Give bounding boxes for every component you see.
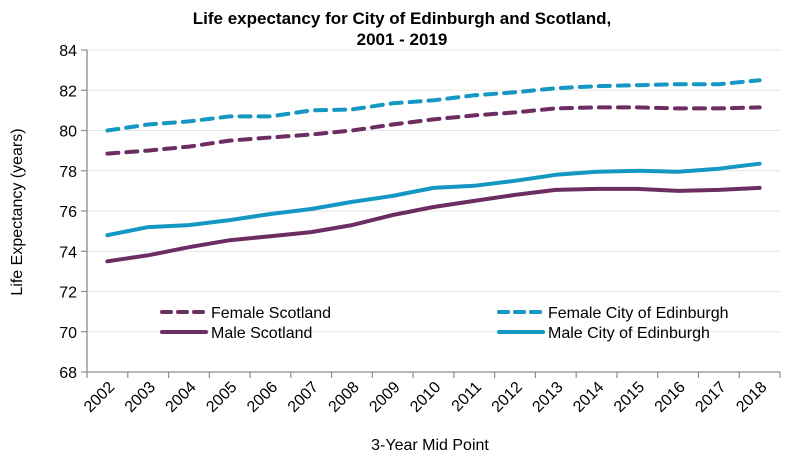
legend-item-female-city-of-edinburgh: Female City of Edinburgh (497, 305, 729, 322)
legend-label: Male Scotland (211, 325, 312, 342)
legend-item-male-city-of-edinburgh: Male City of Edinburgh (497, 325, 710, 342)
x-tick-label: 2007 (285, 379, 322, 416)
legend-label: Male City of Edinburgh (548, 325, 710, 342)
x-tick-label: 2015 (611, 379, 648, 416)
y-tick-label: 78 (59, 164, 77, 181)
x-tick-label: 2017 (692, 379, 729, 416)
series-line-female-scotland (105, 105, 762, 156)
x-tick-label: 2004 (163, 379, 200, 416)
x-tick-label: 2018 (733, 379, 770, 416)
x-tick-label: 2010 (407, 379, 444, 416)
y-axis-ticks: 68 70 72 74 76 78 80 82 84 (59, 43, 87, 382)
y-tick-label: 82 (59, 83, 77, 100)
series-line-male-city-of-edinburgh (105, 161, 762, 238)
legend: Female Scotland Female City of Edinburgh M… (160, 305, 729, 342)
x-tick-label: 2003 (122, 379, 159, 416)
chart-title: Life expectancy for City of Edinburgh an… (193, 9, 611, 28)
legend-label: Female Scotland (211, 305, 331, 322)
y-axis-label: Life Expectancy (years) (9, 128, 26, 295)
y-tick-label: 70 (59, 325, 77, 342)
y-tick-label: 68 (59, 365, 77, 382)
legend-item-male-scotland: Male Scotland (160, 325, 312, 342)
y-tick-label: 84 (59, 43, 77, 60)
x-tick-label: 2011 (449, 379, 485, 415)
x-tick-label: 2013 (529, 379, 566, 416)
y-tick-label: 76 (59, 204, 77, 221)
x-tick-label: 2008 (326, 379, 363, 416)
x-tick-label: 2009 (366, 379, 403, 416)
x-tick-label: 2014 (570, 379, 607, 416)
gridlines (87, 49, 780, 333)
chart-subtitle: 2001 - 2019 (357, 30, 448, 49)
x-axis-label: 3-Year Mid Point (371, 437, 489, 454)
y-tick-label: 72 (59, 285, 77, 302)
x-tick-label: 2016 (652, 379, 689, 416)
y-tick-label: 80 (59, 124, 77, 141)
x-tick-label: 2002 (81, 379, 118, 416)
y-tick-label: 74 (59, 244, 77, 261)
x-tick-label: 2012 (489, 379, 526, 416)
legend-label: Female City of Edinburgh (548, 305, 729, 322)
series-lines (105, 78, 762, 264)
series-line-male-scotland (105, 185, 762, 264)
legend-item-female-scotland: Female Scotland (160, 305, 331, 322)
x-axis-ticks: 2002 2003 2004 2005 2006 2007 2008 2009 2010 2011… (81, 372, 781, 416)
x-tick-label: 2006 (244, 379, 281, 416)
series-line-female-city-of-edinburgh (105, 78, 762, 133)
x-tick-label: 2005 (203, 379, 240, 416)
